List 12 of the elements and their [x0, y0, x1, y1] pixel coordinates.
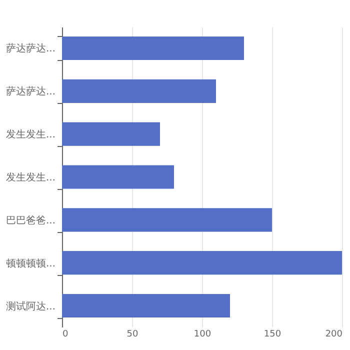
x-tick-label: 50	[126, 330, 138, 340]
y-tick-label: 顿顿顿顿...	[6, 257, 56, 270]
x-tick-label: 200	[325, 330, 343, 340]
y-tick-label: 发生发生...	[6, 172, 56, 184]
x-tick-label: 150	[264, 330, 282, 340]
y-tick-label: 测试阿达...	[6, 300, 56, 312]
x-tick-label: 100	[194, 330, 212, 340]
y-tick-label: 萨达萨达...	[6, 86, 56, 98]
x-tick-label: 0	[62, 330, 68, 340]
y-tick-label: 发生发生...	[6, 128, 56, 141]
y-tick-label: 巴巴爸爸...	[6, 214, 56, 226]
y-tick-label: 萨达萨达...	[6, 42, 56, 55]
